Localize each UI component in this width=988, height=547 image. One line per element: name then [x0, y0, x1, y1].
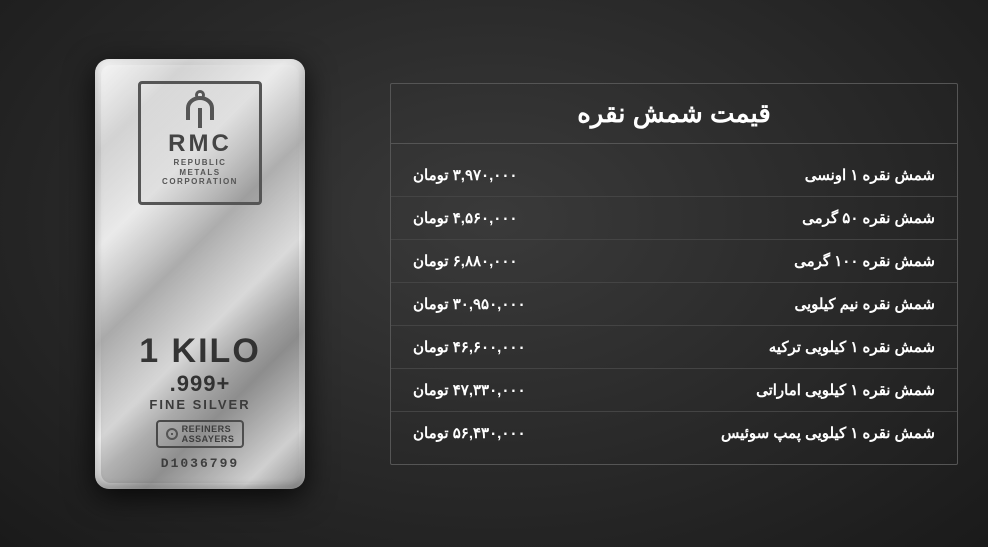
bar-brand-name: REPUBLIC METALS CORPORATION	[162, 158, 238, 187]
bar-logo-mark	[180, 98, 220, 128]
row-label: شمش نقره ۱ کیلویی پمپ سوئیس	[721, 424, 935, 442]
row-price: ۴۷,۳۳۰,۰۰۰ تومان	[413, 381, 526, 399]
row-label: شمش نقره ۱ اونسی	[805, 166, 935, 184]
price-table-body: شمش نقره ۱ اونسی۳,۹۷۰,۰۰۰ تومانشمش نقره …	[391, 144, 957, 464]
bar-logo-box: RMC REPUBLIC METALS CORPORATION	[138, 81, 262, 205]
row-label: شمش نقره ۱۰۰ گرمی	[794, 252, 935, 270]
bar-refiners-stamp: REFINERS ASSAYERS	[156, 420, 245, 448]
table-row: شمش نقره ۱ کیلویی اماراتی ۴۷,۳۳۰,۰۰۰ توما…	[391, 369, 957, 412]
table-row: شمش نقره ۵۰ گرمی ۴,۵۶۰,۰۰۰ تومان	[391, 197, 957, 240]
row-label: شمش نقره ۱ کیلویی ترکیه	[769, 338, 935, 356]
row-price: ۳۰,۹۵۰,۰۰۰ تومان	[413, 295, 526, 313]
bar-brand-initials: RMC	[168, 130, 232, 158]
price-table-column: قیمت شمش نقره شمش نقره ۱ اونسی ۳,۹۷۰,۰۰۰ …	[370, 83, 958, 465]
table-row: شمش نقره نیم کیلویی ۳۰,۹۵۰,۰۰۰ تومان	[391, 283, 957, 326]
row-price: ۳,۹۷۰,۰۰۰ تومان	[413, 166, 517, 184]
row-label: شمش نقره نیم کیلویی	[794, 295, 935, 313]
table-row: شمش نقره ۱ کیلویی ترکیه ۴۶,۶۰۰,۰۰۰ تومان	[391, 326, 957, 369]
bar-weight: 1 KILO	[139, 332, 261, 371]
price-table: قیمت شمش نقره شمش نقره ۱ اونسی ۳,۹۷۰,۰۰۰ …	[390, 83, 958, 465]
row-price: ۴,۵۶۰,۰۰۰ تومان	[413, 209, 517, 227]
bar-serial: D1036799	[161, 456, 239, 471]
bar-fine-label: FINE SILVER	[149, 397, 250, 412]
table-row: شمش نقره ۱۰۰ گرمی ۶,۸۸۰,۰۰۰ تومان	[391, 240, 957, 283]
silver-bar: RMC REPUBLIC METALS CORPORATION 1 KILO .…	[95, 59, 305, 489]
row-label: شمش نقره ۵۰ گرمی	[802, 209, 935, 227]
row-price: ۶,۸۸۰,۰۰۰ تومان	[413, 252, 517, 270]
row-price: ۴۶,۶۰۰,۰۰۰ تومان	[413, 338, 526, 356]
bar-purity: .999+	[170, 371, 231, 397]
row-label: شمش نقره ۱ کیلویی اماراتی	[756, 381, 935, 399]
price-table-title: قیمت شمش نقره	[391, 84, 957, 144]
table-row: شمش نقره ۱ اونسی ۳,۹۷۰,۰۰۰ تومان	[391, 154, 957, 197]
product-image-column: RMC REPUBLIC METALS CORPORATION 1 KILO .…	[30, 59, 370, 489]
row-price: ۵۶,۴۳۰,۰۰۰ تومان	[413, 424, 526, 442]
table-row: شمش نقره ۱ کیلویی پمپ سوئیس ۵۶,۴۳۰,۰۰۰ تو…	[391, 412, 957, 454]
assayer-icon	[166, 428, 178, 440]
